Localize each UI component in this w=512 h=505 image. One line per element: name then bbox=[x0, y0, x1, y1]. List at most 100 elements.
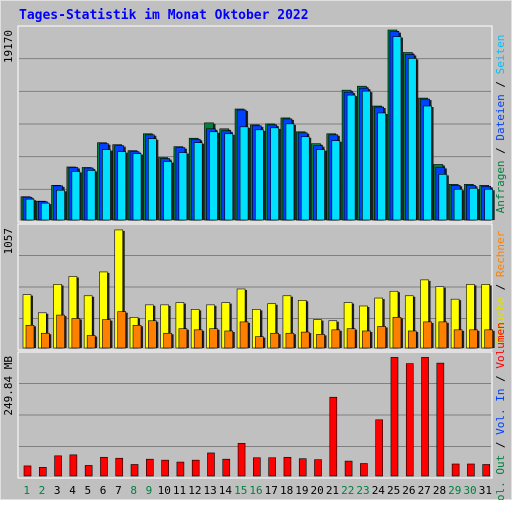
bottom-bar-volumen bbox=[436, 362, 445, 477]
middle-bar-rechner bbox=[239, 321, 249, 349]
bottom-bar-volumen bbox=[482, 464, 491, 477]
top-bar-seiten bbox=[453, 188, 463, 221]
top-bar-seiten bbox=[40, 202, 50, 221]
middle-bar-rechner bbox=[285, 332, 295, 349]
bottom-bar-volumen bbox=[176, 461, 185, 477]
middle-bar-rechner bbox=[117, 311, 127, 349]
top-max-label: 19170 bbox=[2, 30, 15, 63]
legend-entry: Vol. Out bbox=[494, 455, 507, 500]
legend-separator: / bbox=[494, 369, 507, 389]
top-bar-seiten bbox=[438, 174, 448, 221]
bottom-bar-volumen bbox=[329, 396, 338, 477]
top-bar-seiten bbox=[71, 171, 81, 221]
middle-legend: Besuche / Rechner bbox=[494, 230, 507, 343]
bottom-bar-volumen bbox=[207, 452, 215, 477]
middle-bar-rechner bbox=[178, 328, 188, 349]
x-tick-label: 3 bbox=[54, 484, 61, 497]
chart-title: Tages-Statistik im Monat Oktober 2022 bbox=[19, 8, 309, 23]
middle-bar-rechner bbox=[377, 326, 386, 349]
bottom-bar-volumen bbox=[268, 457, 276, 477]
legend-entry: Rechner bbox=[494, 230, 507, 277]
x-tick-label: 8 bbox=[130, 484, 137, 497]
middle-bar-rechner bbox=[346, 328, 356, 349]
legend-separator: / bbox=[494, 141, 507, 161]
middle-bar-rechner bbox=[438, 321, 448, 349]
middle-bar-rechner bbox=[362, 330, 371, 349]
top-bar-seiten bbox=[377, 112, 386, 221]
bottom-bar-volumen bbox=[467, 463, 475, 477]
top-bar-seiten bbox=[56, 189, 65, 221]
bottom-bar-volumen bbox=[344, 460, 353, 477]
bottom-bar-volumen bbox=[283, 456, 292, 477]
bottom-bar-volumen bbox=[421, 357, 429, 477]
bottom-bar-volumen bbox=[298, 458, 307, 477]
bottom-bar-volumen bbox=[100, 456, 108, 477]
middle-bar-rechner bbox=[316, 334, 325, 349]
bottom-bar-volumen bbox=[23, 465, 32, 477]
bottom-bar-volumen bbox=[69, 454, 78, 477]
top-bar-seiten bbox=[392, 36, 402, 221]
x-tick-label: 28 bbox=[433, 484, 446, 497]
top-bar-seiten bbox=[285, 123, 295, 221]
top-bar-seiten bbox=[86, 170, 96, 221]
top-bar-seiten bbox=[346, 94, 356, 221]
bottom-bar-volumen bbox=[84, 465, 93, 477]
top-bar-seiten bbox=[270, 127, 279, 221]
x-tick-label: 27 bbox=[418, 484, 431, 497]
x-tick-label: 10 bbox=[158, 484, 171, 497]
middle-bar-rechner bbox=[102, 319, 111, 349]
middle-bar-rechner bbox=[209, 328, 218, 349]
legend-separator: / bbox=[494, 277, 507, 297]
top-bar-seiten bbox=[224, 133, 234, 221]
top-bar-seiten bbox=[148, 138, 157, 221]
x-tick-label: 6 bbox=[100, 484, 107, 497]
middle-bar-rechner bbox=[407, 330, 417, 349]
x-tick-label: 29 bbox=[448, 484, 461, 497]
legend-separator: / bbox=[494, 435, 507, 455]
top-bar-seiten bbox=[255, 129, 264, 221]
bottom-bar-volumen bbox=[130, 464, 139, 477]
top-bar-seiten bbox=[484, 188, 494, 221]
x-tick-label: 15 bbox=[234, 484, 247, 497]
x-tick-label: 18 bbox=[280, 484, 293, 497]
bottom-legend: Vol. Out / Vol. In / Volumen bbox=[494, 322, 507, 500]
middle-bar-rechner bbox=[300, 331, 310, 349]
top-legend: Anfragen / Dateien / Seiten bbox=[494, 35, 507, 214]
x-tick-label: 9 bbox=[146, 484, 153, 497]
x-tick-label: 19 bbox=[295, 484, 308, 497]
middle-bar-rechner bbox=[163, 332, 172, 349]
top-bar-seiten bbox=[117, 151, 127, 221]
top-bar-seiten bbox=[316, 149, 325, 221]
legend-entry: Dateien bbox=[494, 94, 507, 140]
x-tick-label: 5 bbox=[84, 484, 91, 497]
x-tick-labels: 1 2 3 4 5 6 7 8 9 10 11 12 13 14 15 16 17 18 19 20 21 22 23 24 2… bbox=[23, 484, 492, 497]
bottom-bar-volumen bbox=[191, 459, 200, 477]
top-bar-seiten bbox=[209, 131, 218, 221]
top-bar-seiten bbox=[163, 161, 172, 221]
middle-bar-rechner bbox=[270, 332, 279, 349]
top-bar-seiten bbox=[102, 149, 111, 221]
x-tick-label: 22 bbox=[341, 484, 354, 497]
top-bar-seiten bbox=[178, 152, 188, 221]
top-bar-seiten bbox=[25, 198, 35, 221]
legend-entry: Anfragen bbox=[494, 160, 507, 213]
legend-separator: / bbox=[494, 74, 507, 94]
bottom-bar-volumen bbox=[115, 457, 124, 477]
x-tick-label: 12 bbox=[188, 484, 201, 497]
middle-bar-rechner bbox=[56, 314, 65, 349]
middle-bar-rechner bbox=[453, 329, 463, 349]
bottom-bar-volumen bbox=[253, 457, 261, 477]
bottom-bar-volumen bbox=[390, 357, 399, 477]
bottom-bar-volumen bbox=[360, 463, 368, 477]
x-tick-label: 1 bbox=[23, 484, 30, 497]
top-panel: 19170 bbox=[2, 25, 495, 223]
x-tick-label: 17 bbox=[265, 484, 278, 497]
top-bar-seiten bbox=[469, 187, 478, 221]
bottom-bar-volumen bbox=[375, 419, 383, 477]
bottom-panel: 249.84 MB bbox=[2, 351, 493, 479]
bottom-bar-volumen bbox=[38, 467, 47, 477]
x-tick-label: 26 bbox=[402, 484, 415, 497]
